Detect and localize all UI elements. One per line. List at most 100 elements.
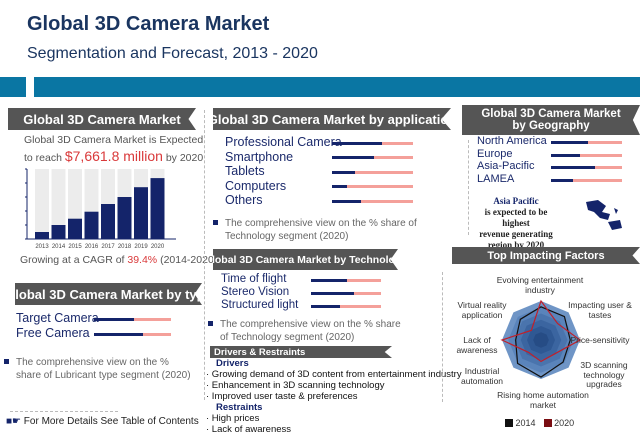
radar-axis-label: Price-sensitivity: [570, 335, 630, 345]
market-text: Global 3D Camera Market is Expected to r…: [24, 132, 203, 166]
type-note: The comprehensive view on the % share of…: [4, 356, 191, 382]
legend-swatch-2020: [543, 419, 552, 427]
drivers-header: Drivers & Restraints: [210, 346, 392, 358]
page-subtitle: Segmentation and Forecast, 2013 - 2020: [27, 45, 318, 62]
radar-axis-label: Rising home automation market: [497, 390, 589, 410]
asia-pacific-map-icon: [586, 200, 622, 230]
x-tick-label: 2015: [68, 244, 82, 250]
geography-item-label: Asia-Pacific: [477, 160, 535, 172]
divider-3: [468, 140, 469, 235]
cagr-text: Growing at a CAGR of 39.4% (2014-2020): [20, 254, 217, 266]
application-item-label: Professional Camera: [225, 135, 342, 149]
radar-ring: [533, 332, 549, 348]
geography-share-bar: [551, 166, 622, 170]
market-line2: to reach $7,661.8 million by 2020: [24, 148, 203, 166]
legend-2014: 2014: [505, 418, 536, 428]
geography-item-label: LAMEA: [477, 172, 515, 185]
share-fill: [94, 317, 135, 321]
factors-header: Top Impacting Factors: [452, 247, 640, 264]
geography-share-bar: [551, 153, 622, 157]
bar-2020: [150, 178, 165, 239]
share-fill: [551, 178, 573, 182]
share-fill: [332, 170, 355, 174]
bar-background: [35, 169, 49, 239]
application-share-bar: [332, 185, 413, 189]
callout-line: region by 2020: [487, 240, 545, 250]
application-note: The comprehensive view on the % share of…: [213, 217, 450, 243]
x-tick-label: 2013: [35, 244, 49, 250]
share-fill: [332, 156, 375, 160]
cagr-post: (2014-2020): [157, 254, 218, 266]
application-share-bar: [332, 170, 413, 174]
market-bar-chart: 2013 2014 2015 2016 2017 2018 2019 2020: [25, 168, 176, 250]
application-item-label: Others: [225, 193, 263, 207]
application-item-label: Smartphone: [225, 149, 294, 164]
share-fill: [332, 185, 347, 189]
radar-axis-label: Virtual reality application: [457, 300, 507, 320]
bullet-square-icon: [208, 321, 213, 326]
geography-callout: Asia Pacific is expected to be highest r…: [470, 196, 562, 251]
radar-series-2020: [500, 299, 582, 363]
x-tick-label: 2017: [101, 244, 115, 250]
application-note-text: The comprehensive view on the % share of…: [225, 218, 417, 242]
callout-line: is expected to be highest: [484, 207, 548, 228]
technology-share-bar: [311, 292, 381, 296]
radar-axis-label: Impacting user & tastes: [568, 300, 632, 320]
application-header: Global 3D Camera Market by application: [213, 108, 451, 130]
restraint-item: · Lack of awareness: [206, 424, 292, 435]
technology-header: Global 3D Camera Market by Technology: [213, 249, 398, 270]
share-fill: [551, 166, 596, 170]
technology-item-label: Stereo Vision: [221, 286, 290, 298]
x-tick-label: 2014: [52, 244, 66, 250]
legend-swatch-2014: [505, 419, 513, 427]
application-share-bar: [332, 156, 413, 160]
radar-axis-label: 3D scanning technology upgrades: [580, 360, 628, 389]
x-tick-label: 2020: [151, 244, 165, 250]
cagr-pre: Growing at a CAGR of: [20, 254, 128, 266]
share-fill: [332, 199, 362, 203]
share-fill: [332, 141, 383, 145]
share-fill: [551, 153, 581, 157]
page-title: Global 3D Camera Market: [27, 13, 270, 35]
radar-legend: 2014 2020: [505, 418, 574, 428]
footer-divider: [10, 411, 118, 412]
share-fill: [311, 279, 348, 283]
market-value: $7,661.8 million: [64, 148, 163, 164]
bullet-square-icon: [4, 359, 9, 364]
radar-axis-label: Lack of awareness: [456, 335, 498, 355]
cagr-value: 39.4%: [127, 254, 158, 266]
banner: [34, 77, 640, 97]
type_section-item-label: Target Camera: [16, 311, 99, 325]
legend-label: 2014: [515, 418, 536, 428]
callout-bold: Asia Pacific: [493, 196, 539, 206]
divider-2: [442, 272, 443, 402]
market-line1: Global 3D Camera Market is Expected: [24, 134, 204, 146]
driver-item: · Growing demand of 3D content from ente…: [206, 369, 462, 380]
market-line2-post: by 2020: [162, 152, 204, 164]
banner-left: [0, 77, 26, 97]
type_section-item-label: Free Camera: [16, 326, 90, 340]
x-tick-label: 2016: [85, 244, 99, 250]
application-share-bar: [332, 141, 413, 145]
technology-item-label: Structured light: [221, 299, 299, 311]
driver-item: · Enhancement in 3D scanning technology: [206, 380, 385, 391]
driver-item: · Improved user taste & preferences: [206, 391, 358, 402]
type_section-share-bar: [94, 332, 171, 336]
technology-note-text: The comprehensive view on the % share of…: [220, 319, 401, 343]
geography-share-bar: [551, 141, 622, 145]
legend-label: 2020: [554, 418, 575, 428]
market-line2-pre: to reach: [24, 152, 65, 164]
share-fill: [551, 141, 588, 145]
technology-note: The comprehensive view on the % share of…: [208, 318, 405, 344]
technology-item-label: Time of flight: [221, 273, 287, 285]
divider-1: [204, 110, 205, 400]
bar-2016: [84, 211, 99, 239]
bar-2014: [51, 225, 66, 239]
technology-share-bar: [311, 279, 381, 283]
radar-series-2014: [515, 306, 571, 378]
pointing-hand-icon: ■☛: [6, 416, 24, 427]
footer-link[interactable]: ■☛ For More Details See Table of Content…: [6, 416, 199, 427]
geography-share-bar: [551, 178, 622, 182]
bar-background: [51, 169, 66, 239]
share-fill: [94, 332, 143, 336]
